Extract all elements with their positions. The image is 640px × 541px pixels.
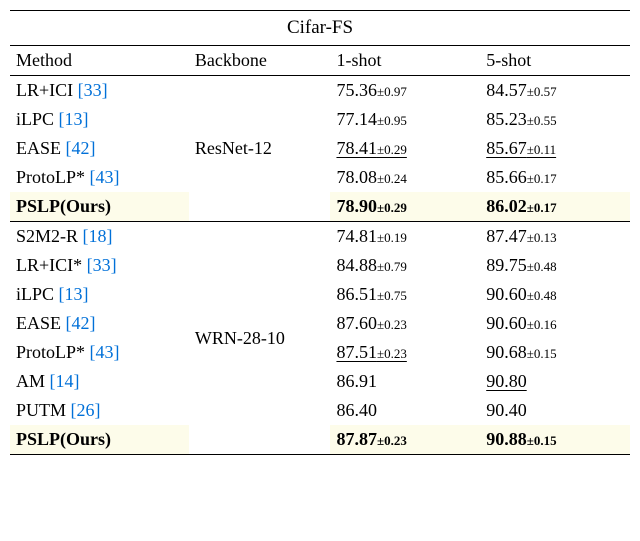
citation: [33] — [78, 80, 108, 100]
header-5shot: 5-shot — [480, 46, 630, 76]
value-5shot: 90.60±0.48 — [480, 280, 630, 309]
citation: [43] — [90, 342, 120, 362]
value-1shot: 86.40 — [330, 396, 480, 425]
method-cell: PSLP(Ours) — [10, 425, 189, 455]
header-method: Method — [10, 46, 189, 76]
method-cell: ProtoLP* [43] — [10, 163, 189, 192]
value-5shot: 90.40 — [480, 396, 630, 425]
value-5shot: 85.23±0.55 — [480, 105, 630, 134]
value-5shot: 84.57±0.57 — [480, 76, 630, 106]
method-cell: iLPC [13] — [10, 280, 189, 309]
method-cell: S2M2-R [18] — [10, 222, 189, 252]
citation: [26] — [71, 400, 101, 420]
value-1shot: 86.51±0.75 — [330, 280, 480, 309]
value-1shot: 77.14±0.95 — [330, 105, 480, 134]
value-5shot: 90.80 — [480, 367, 630, 396]
citation: [14] — [50, 371, 80, 391]
method-cell: ProtoLP* [43] — [10, 338, 189, 367]
header-row: Method Backbone 1-shot 5-shot — [10, 46, 630, 76]
method-cell: LR+ICI* [33] — [10, 251, 189, 280]
backbone-cell: WRN-28-10 — [189, 222, 331, 455]
method-cell: AM [14] — [10, 367, 189, 396]
citation: [43] — [90, 167, 120, 187]
value-1shot: 84.88±0.79 — [330, 251, 480, 280]
table-title: Cifar-FS — [10, 11, 630, 46]
value-1shot: 78.08±0.24 — [330, 163, 480, 192]
value-1shot: 87.87±0.23 — [330, 425, 480, 455]
method-cell: iLPC [13] — [10, 105, 189, 134]
method-cell: PUTM [26] — [10, 396, 189, 425]
backbone-cell: ResNet-12 — [189, 76, 331, 222]
value-1shot: 78.90±0.29 — [330, 192, 480, 222]
citation: [18] — [83, 226, 113, 246]
value-5shot: 85.66±0.17 — [480, 163, 630, 192]
header-1shot: 1-shot — [330, 46, 480, 76]
value-5shot: 90.60±0.16 — [480, 309, 630, 338]
value-1shot: 78.41±0.29 — [330, 134, 480, 163]
value-1shot: 75.36±0.97 — [330, 76, 480, 106]
method-cell: EASE [42] — [10, 309, 189, 338]
value-5shot: 90.88±0.15 — [480, 425, 630, 455]
header-backbone: Backbone — [189, 46, 331, 76]
citation: [33] — [87, 255, 117, 275]
value-5shot: 85.67±0.11 — [480, 134, 630, 163]
table-row: S2M2-R [18]WRN-28-1074.81±0.1987.47±0.13 — [10, 222, 630, 252]
method-cell: LR+ICI [33] — [10, 76, 189, 106]
citation: [42] — [66, 138, 96, 158]
value-1shot: 87.51±0.23 — [330, 338, 480, 367]
method-cell: EASE [42] — [10, 134, 189, 163]
citation: [42] — [66, 313, 96, 333]
title-row: Cifar-FS — [10, 11, 630, 46]
value-5shot: 87.47±0.13 — [480, 222, 630, 252]
value-5shot: 89.75±0.48 — [480, 251, 630, 280]
citation: [13] — [59, 284, 89, 304]
method-cell: PSLP(Ours) — [10, 192, 189, 222]
table-row: LR+ICI [33]ResNet-1275.36±0.9784.57±0.57 — [10, 76, 630, 106]
value-1shot: 86.91 — [330, 367, 480, 396]
results-table: Cifar-FS Method Backbone 1-shot 5-shot L… — [10, 10, 630, 455]
value-5shot: 90.68±0.15 — [480, 338, 630, 367]
value-5shot: 86.02±0.17 — [480, 192, 630, 222]
value-1shot: 87.60±0.23 — [330, 309, 480, 338]
value-1shot: 74.81±0.19 — [330, 222, 480, 252]
citation: [13] — [59, 109, 89, 129]
